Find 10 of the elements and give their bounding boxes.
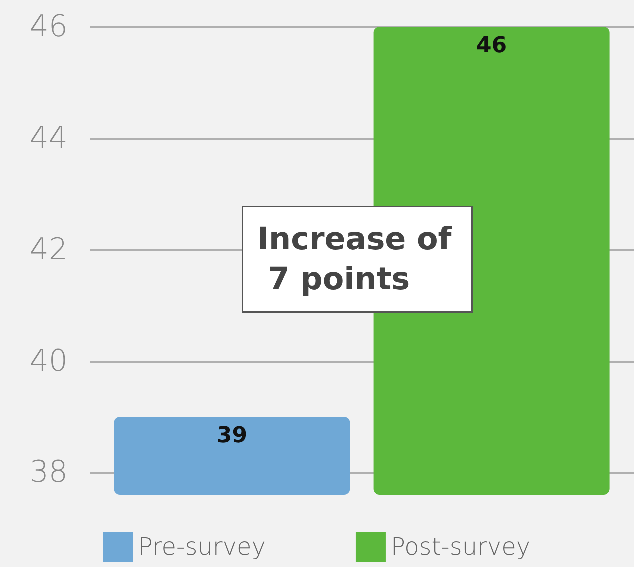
y-tick-label: 38 — [30, 455, 68, 490]
data-label: 39 — [216, 424, 248, 448]
legend-label: Post-survey — [390, 533, 531, 561]
annotation: Increase of 7 points — [258, 222, 452, 298]
legend-label: Pre-survey — [138, 533, 266, 561]
y-tick-label: 46 — [30, 10, 68, 44]
y-tick-label: 44 — [30, 120, 68, 156]
y-tick-label: 40 — [30, 344, 68, 379]
y-tick-label: 42 — [30, 232, 68, 268]
data-label: 46 — [476, 34, 508, 58]
